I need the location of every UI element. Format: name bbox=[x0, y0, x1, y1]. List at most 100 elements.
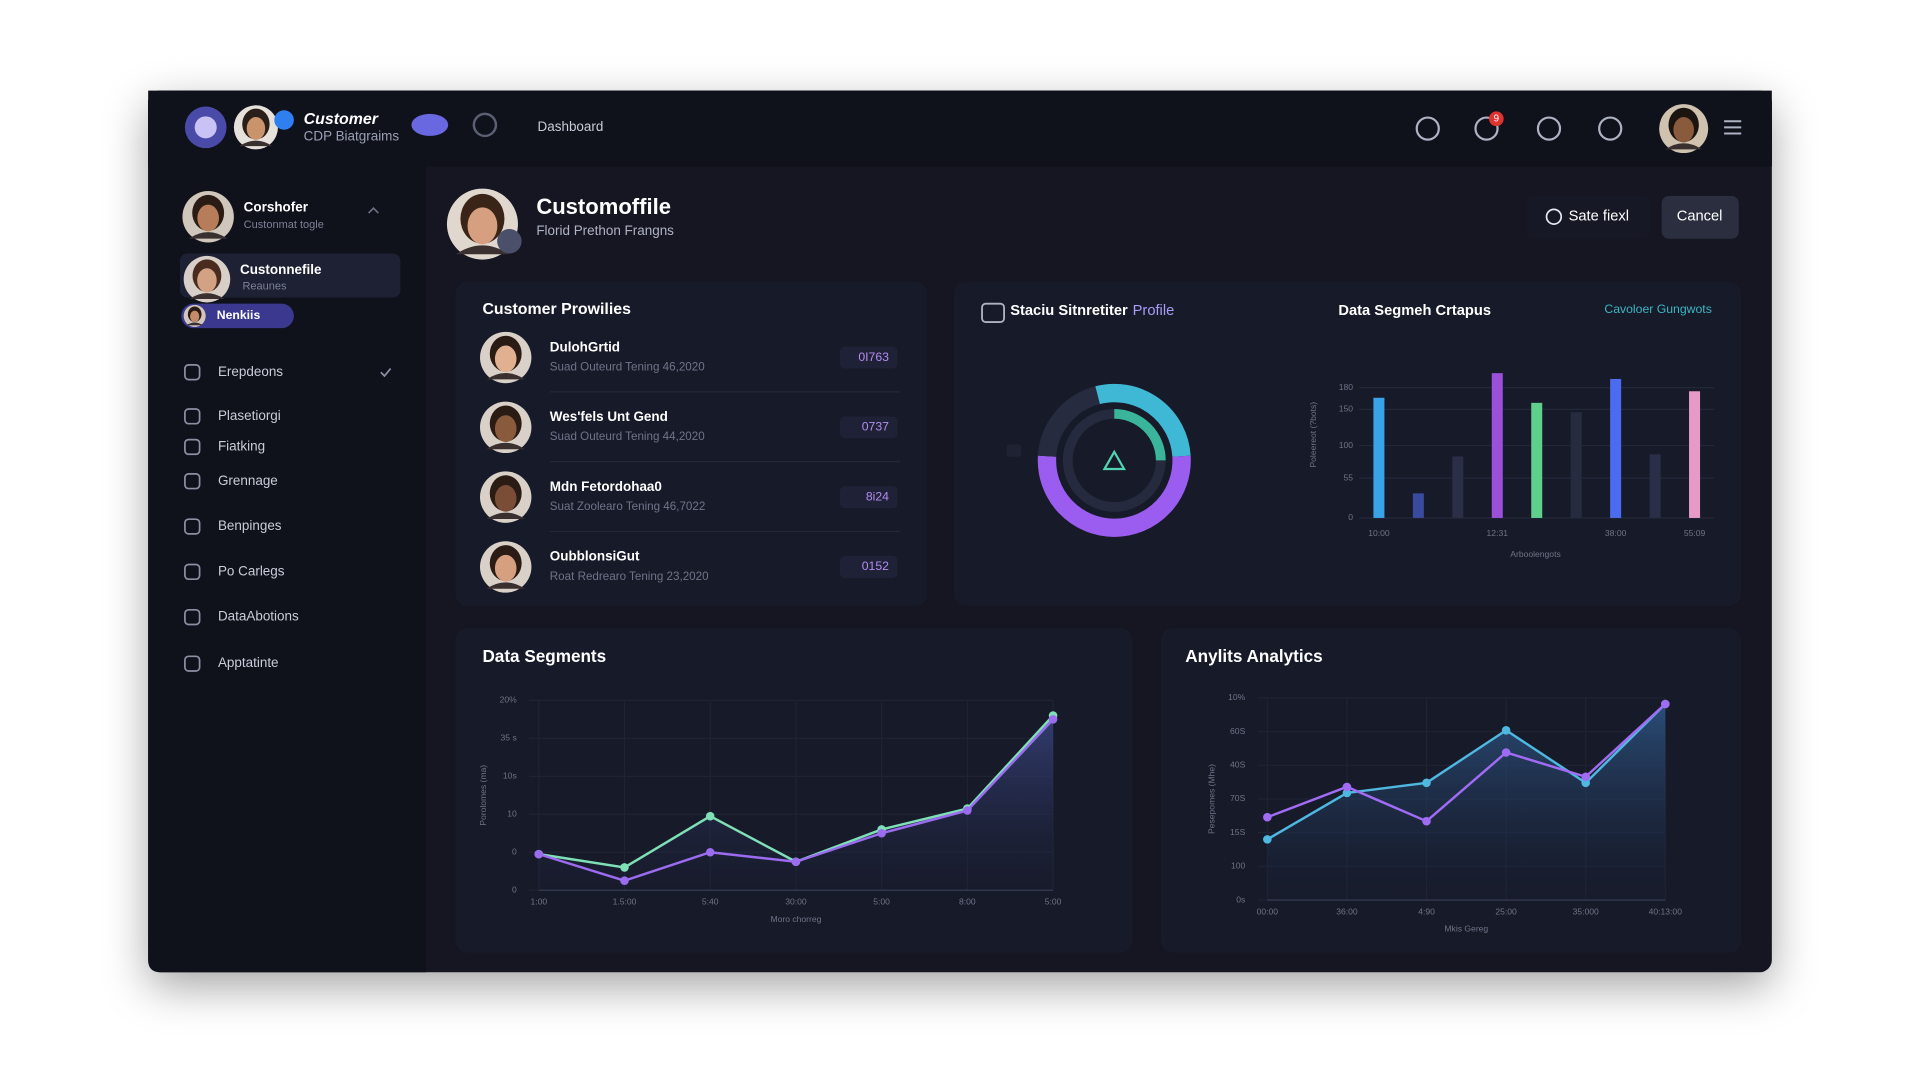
page-title: Customoffile bbox=[536, 194, 671, 219]
point bbox=[705, 847, 715, 857]
avatar-face bbox=[1673, 117, 1694, 143]
x-axis-title: Moro chorreg bbox=[770, 914, 821, 924]
bar bbox=[1689, 391, 1701, 518]
customer-score: 0737 bbox=[862, 420, 889, 434]
y-tick-label: 20% bbox=[500, 695, 518, 705]
y-tick-label: 0s bbox=[1236, 894, 1245, 904]
tag-label: Nenkiis bbox=[217, 308, 261, 322]
donut-segment bbox=[1037, 455, 1191, 537]
avatar-face bbox=[494, 415, 517, 443]
y-axis-title: Poleereot (?bots) bbox=[1308, 402, 1318, 468]
x-tick-label: 38:00 bbox=[1605, 528, 1627, 538]
nav-link[interactable]: Dashboard bbox=[538, 119, 604, 134]
x-tick-label: 12:31 bbox=[1487, 528, 1509, 538]
menu-item[interactable]: Benpinges bbox=[218, 518, 282, 533]
avatar-face bbox=[246, 116, 266, 140]
avatar-plus bbox=[274, 110, 294, 130]
panel-title: Staciu Sitnretiter bbox=[1010, 303, 1128, 319]
point bbox=[1581, 778, 1590, 788]
customer-score: 8i24 bbox=[866, 489, 889, 503]
menu-item[interactable]: Fiatking bbox=[218, 439, 265, 454]
x-tick-label: 4:90 bbox=[1418, 907, 1435, 917]
point bbox=[1422, 778, 1431, 788]
x-tick-label: 5:00 bbox=[873, 897, 890, 907]
toolbar-icon[interactable] bbox=[1415, 116, 1440, 141]
toolbar-icon[interactable] bbox=[1598, 116, 1623, 141]
menu-item[interactable]: Apptatinte bbox=[218, 655, 279, 670]
point bbox=[1661, 699, 1670, 709]
customer-score: 0I763 bbox=[858, 350, 889, 364]
legend: Cavoloer Gungwots bbox=[1604, 302, 1711, 316]
avatar-body bbox=[239, 140, 273, 147]
area bbox=[538, 715, 1054, 891]
cancel-button[interactable] bbox=[1661, 195, 1739, 239]
panel bbox=[455, 281, 927, 607]
y-axis-title: Porolomes (ma) bbox=[478, 765, 488, 826]
page-subtitle: Florid Prethon Frangns bbox=[536, 223, 674, 238]
customer-name: Wes'fels Unt Gend bbox=[550, 409, 668, 424]
point bbox=[534, 849, 544, 859]
avatar-face bbox=[494, 554, 517, 582]
toolbar-icon[interactable] bbox=[1474, 116, 1499, 141]
avatar-body bbox=[1665, 143, 1703, 150]
customer-detail: Suat Zoolearo Tening 46,7022 bbox=[550, 500, 706, 513]
menu-item[interactable]: Po Carlegs bbox=[218, 563, 285, 578]
user-name: Corshofer bbox=[244, 200, 309, 215]
toolbar-icon[interactable] bbox=[1536, 116, 1562, 141]
x-tick-label: 1.5:00 bbox=[613, 897, 637, 907]
y-tick-label: 60S bbox=[1230, 726, 1246, 736]
customer-detail: Suad Outeurd Tening 44,2020 bbox=[550, 430, 705, 443]
point bbox=[791, 857, 801, 867]
chevron bbox=[367, 206, 379, 214]
x-tick-label: 30:00 bbox=[785, 897, 807, 907]
avatar-face bbox=[494, 345, 517, 373]
active-profile[interactable] bbox=[180, 253, 401, 298]
tag-pill bbox=[181, 303, 294, 329]
check bbox=[380, 368, 392, 378]
donut-inner-arc bbox=[1114, 408, 1166, 461]
x-tick-label: 55:09 bbox=[1684, 528, 1706, 538]
point bbox=[1342, 782, 1352, 792]
point bbox=[1501, 726, 1511, 735]
menu-icon bbox=[184, 518, 201, 535]
point bbox=[1048, 715, 1058, 724]
x-tick-label: 40:13:00 bbox=[1649, 907, 1683, 917]
y-tick-label: 0 bbox=[512, 884, 517, 894]
app-icon bbox=[411, 113, 449, 136]
menu-item[interactable]: Grennage bbox=[218, 473, 278, 488]
x-tick-label: 00:00 bbox=[1257, 907, 1279, 917]
bar bbox=[1531, 402, 1543, 518]
menu-item[interactable]: DataAbotions bbox=[218, 609, 299, 624]
avatar-body bbox=[455, 245, 510, 255]
bar bbox=[1412, 493, 1424, 518]
point bbox=[705, 811, 715, 821]
customer-detail: Suad Outeurd Tening 46,2020 bbox=[550, 360, 705, 373]
bar bbox=[1373, 397, 1385, 518]
panel-title: Customer Prowilies bbox=[482, 301, 631, 318]
avatar-body bbox=[189, 293, 225, 299]
panel-title: Anylits Analytics bbox=[1185, 646, 1322, 666]
y-tick-label: 180 bbox=[1339, 382, 1354, 392]
panel-title: Data Segments bbox=[482, 646, 606, 666]
menu-item[interactable]: Erepdeons bbox=[218, 364, 283, 379]
bar bbox=[1570, 412, 1582, 518]
topbar-corner bbox=[148, 90, 1772, 167]
y-tick-label: 0 bbox=[512, 847, 517, 857]
score-pill bbox=[840, 486, 898, 509]
point bbox=[1263, 812, 1272, 822]
score-pill bbox=[840, 416, 898, 439]
menu-icon bbox=[184, 473, 201, 490]
y-tick-label: 10 bbox=[507, 809, 517, 819]
avatar-face bbox=[494, 485, 517, 512]
logo-inner bbox=[194, 116, 217, 139]
profile-name: Custonnefile bbox=[240, 262, 322, 277]
avatar-face bbox=[190, 310, 200, 323]
point bbox=[877, 828, 886, 838]
x-tick-label: 1:00 bbox=[530, 897, 547, 907]
y-tick-label: 100 bbox=[1231, 861, 1246, 871]
save-button[interactable] bbox=[1526, 195, 1650, 239]
menu-item[interactable]: Plasetiorgi bbox=[218, 408, 281, 423]
y-tick-label: 150 bbox=[1339, 404, 1354, 414]
profile-sub: Reaunes bbox=[242, 280, 287, 292]
y-tick-label: 35 s bbox=[501, 733, 517, 743]
